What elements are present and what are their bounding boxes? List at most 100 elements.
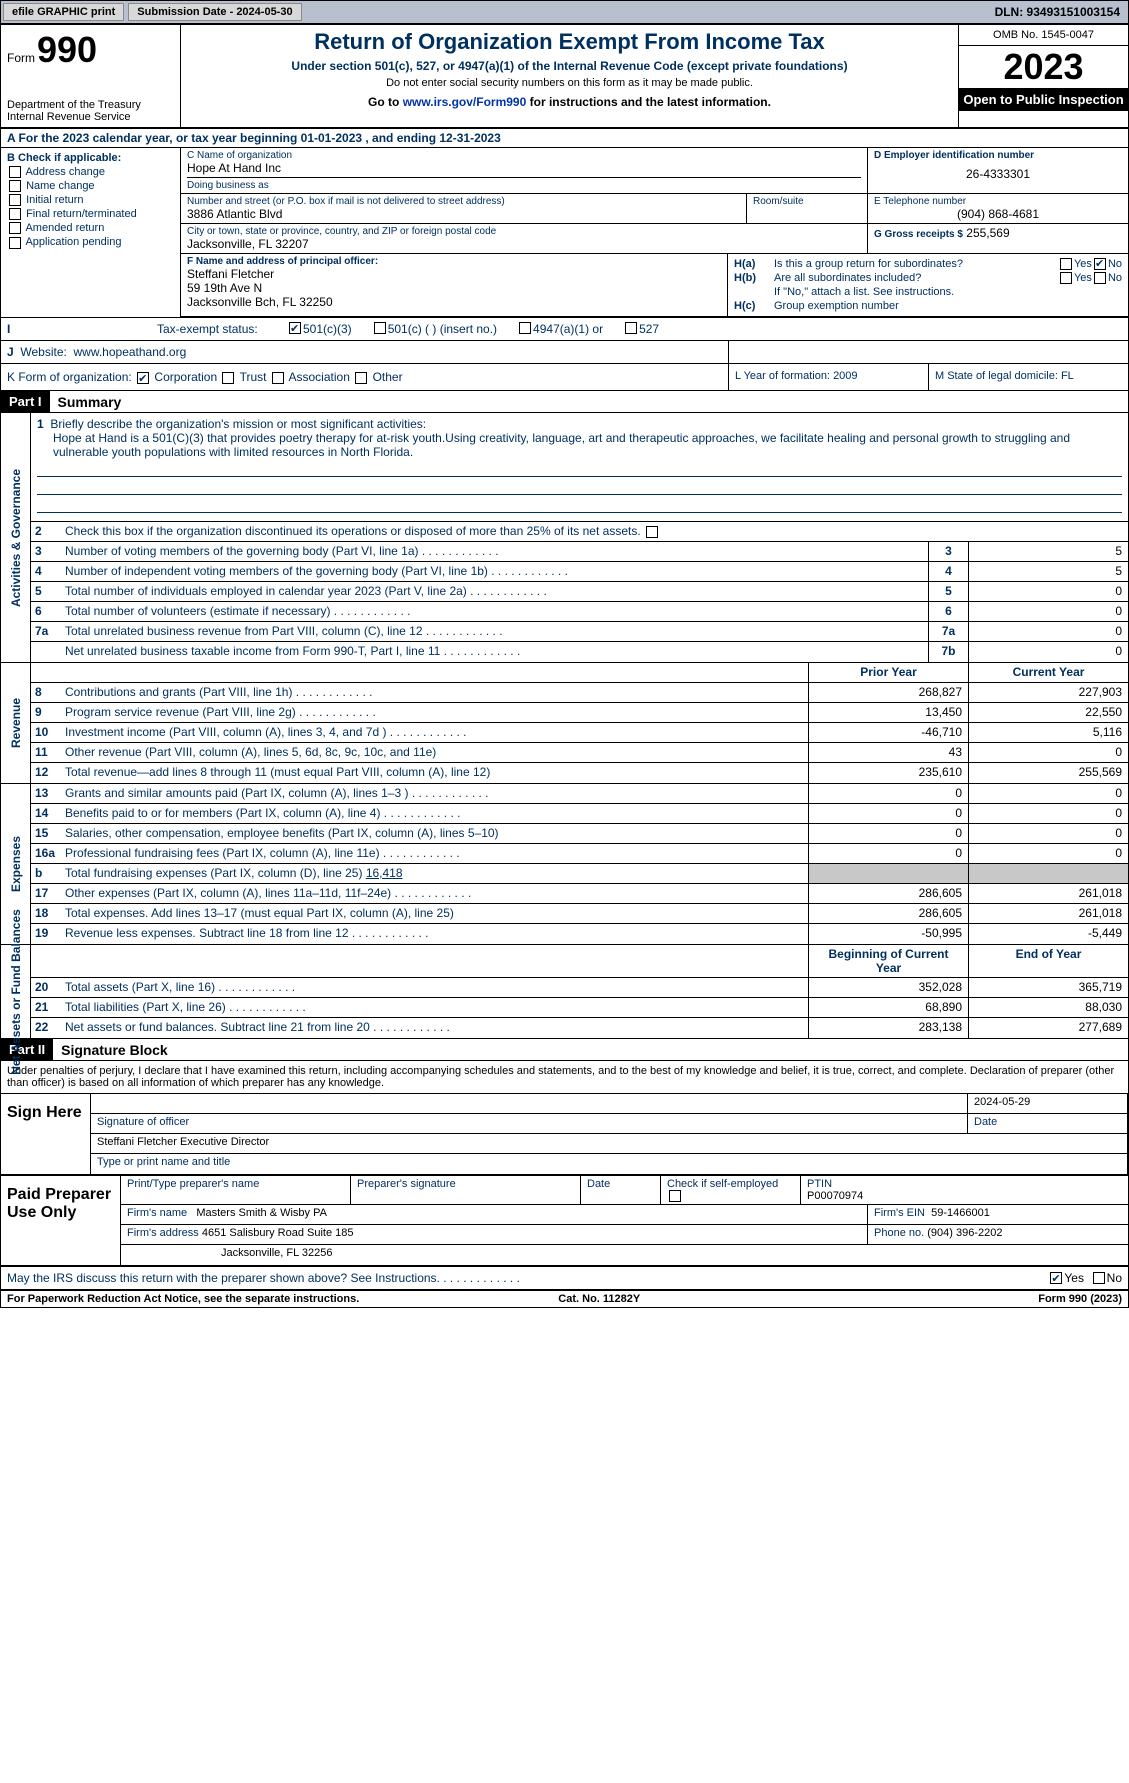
part-ii-title: Signature Block [53,1042,168,1058]
sign-here-label: Sign Here [1,1094,91,1174]
room-label: Room/suite [753,196,861,207]
website: www.hopeathand.org [74,345,187,359]
cb-assoc[interactable] [272,372,284,384]
tab-activities: Activities & Governance [9,468,23,606]
firm-ein: 59-1466001 [931,1207,990,1219]
org-name-label: C Name of organization [187,150,861,161]
cb-final-return[interactable] [9,208,21,220]
col-prior: Prior Year [808,663,968,682]
cb-address-change[interactable] [9,166,21,178]
form-subtitle: Under section 501(c), 527, or 4947(a)(1)… [191,59,948,73]
officer-addr1: 59 19th Ave N [187,281,721,295]
l15-prior: 0 [808,824,968,843]
website-label: Website: [20,345,66,359]
year-formation: 2009 [833,370,857,382]
l12-curr: 255,569 [968,763,1128,783]
cb-ha-no[interactable] [1094,258,1106,270]
cb-initial-return[interactable] [9,194,21,206]
l1-label: Briefly describe the organization's miss… [50,417,426,431]
paid-preparer-label: Paid Preparer Use Only [1,1176,121,1265]
line-a-tax-year: A For the 2023 calendar year, or tax yea… [1,129,1128,148]
l5-val: 0 [968,582,1128,601]
gross-receipts: 255,569 [966,226,1009,240]
cb-trust[interactable] [222,372,234,384]
tax-year: 2023 [959,46,1128,88]
sig-date: 2024-05-29 [968,1094,1128,1113]
l22-boy: 283,138 [808,1018,968,1038]
cb-4947[interactable] [519,322,531,334]
cb-discontinued[interactable] [646,526,658,538]
form-number: 990 [37,29,97,71]
l15-curr: 0 [968,824,1128,843]
perjury-declaration: Under penalties of perjury, I declare th… [1,1061,1128,1094]
cb-amended[interactable] [9,222,21,234]
l9-prior: 13,450 [808,703,968,722]
l18-prior: 286,605 [808,904,968,923]
gross-label: G Gross receipts $ [874,229,963,240]
omb-number: OMB No. 1545-0047 [959,25,1128,46]
paperwork-notice: For Paperwork Reduction Act Notice, see … [7,1293,359,1305]
cb-501c[interactable] [374,322,386,334]
cb-app-pending[interactable] [9,237,21,249]
dept-treasury: Department of the Treasury Internal Reve… [7,99,174,123]
officer-sig-name: Steffani Fletcher Executive Director [91,1134,1128,1153]
cb-ha-yes[interactable] [1060,258,1072,270]
form-990: Form 990 Department of the Treasury Inte… [0,24,1129,1308]
firm-phone: (904) 396-2202 [927,1227,1002,1239]
form-word: Form [7,51,35,65]
cb-501c3[interactable] [289,322,301,334]
cb-self-employed[interactable] [669,1190,681,1202]
efile-print-btn[interactable]: efile GRAPHIC print [3,3,124,21]
l16a-prior: 0 [808,844,968,863]
box-b-checkboxes: B Check if applicable: Address change Na… [1,148,181,317]
l7b-val: 0 [968,642,1128,662]
form-id-footer: Form 990 (2023) [1038,1293,1122,1305]
cb-corp[interactable] [137,372,149,384]
l11-prior: 43 [808,743,968,762]
street: 3886 Atlantic Blvd [187,207,740,221]
l3-val: 5 [968,542,1128,561]
submission-date-btn: Submission Date - 2024-05-30 [128,3,301,21]
officer-addr2: Jacksonville Bch, FL 32250 [187,295,721,309]
l8-prior: 268,827 [808,683,968,702]
col-eoy: End of Year [968,945,1128,977]
firm-addr1: 4651 Salisbury Road Suite 185 [202,1227,354,1239]
l10-prior: -46,710 [808,723,968,742]
l8-curr: 227,903 [968,683,1128,702]
form-org-label: K Form of organization: [7,370,132,384]
cat-no: Cat. No. 11282Y [558,1293,640,1305]
officer-name: Steffani Fletcher [187,267,721,281]
col-current: Current Year [968,663,1128,682]
topbar: efile GRAPHIC print Submission Date - 20… [0,0,1129,24]
tab-revenue: Revenue [9,698,23,748]
part-i-title: Summary [50,394,122,410]
cb-527[interactable] [625,322,637,334]
cb-hb-yes[interactable] [1060,272,1072,284]
cb-other[interactable] [355,372,367,384]
l4-val: 5 [968,562,1128,581]
part-i-header: Part I [1,391,50,412]
l17-curr: 261,018 [968,884,1128,903]
l17-prior: 286,605 [808,884,968,903]
discuss-text: May the IRS discuss this return with the… [7,1271,1048,1285]
form-title: Return of Organization Exempt From Incom… [191,29,948,55]
cb-discuss-yes[interactable] [1050,1272,1062,1284]
goto-link: Go to www.irs.gov/Form990 for instructio… [191,95,948,109]
l19-curr: -5,449 [968,924,1128,944]
l19-prior: -50,995 [808,924,968,944]
l11-curr: 0 [968,743,1128,762]
l7a-val: 0 [968,622,1128,641]
l6-val: 0 [968,602,1128,621]
cb-discuss-no[interactable] [1093,1272,1105,1284]
l12-prior: 235,610 [808,763,968,783]
tab-expenses: Expenses [9,836,23,892]
open-inspection: Open to Public Inspection [959,88,1128,111]
l21-boy: 68,890 [808,998,968,1017]
l14-prior: 0 [808,804,968,823]
irs-url[interactable]: www.irs.gov/Form990 [403,95,527,109]
l14-curr: 0 [968,804,1128,823]
l21-eoy: 88,030 [968,998,1128,1017]
cb-name-change[interactable] [9,180,21,192]
l20-eoy: 365,719 [968,978,1128,997]
cb-hb-no[interactable] [1094,272,1106,284]
